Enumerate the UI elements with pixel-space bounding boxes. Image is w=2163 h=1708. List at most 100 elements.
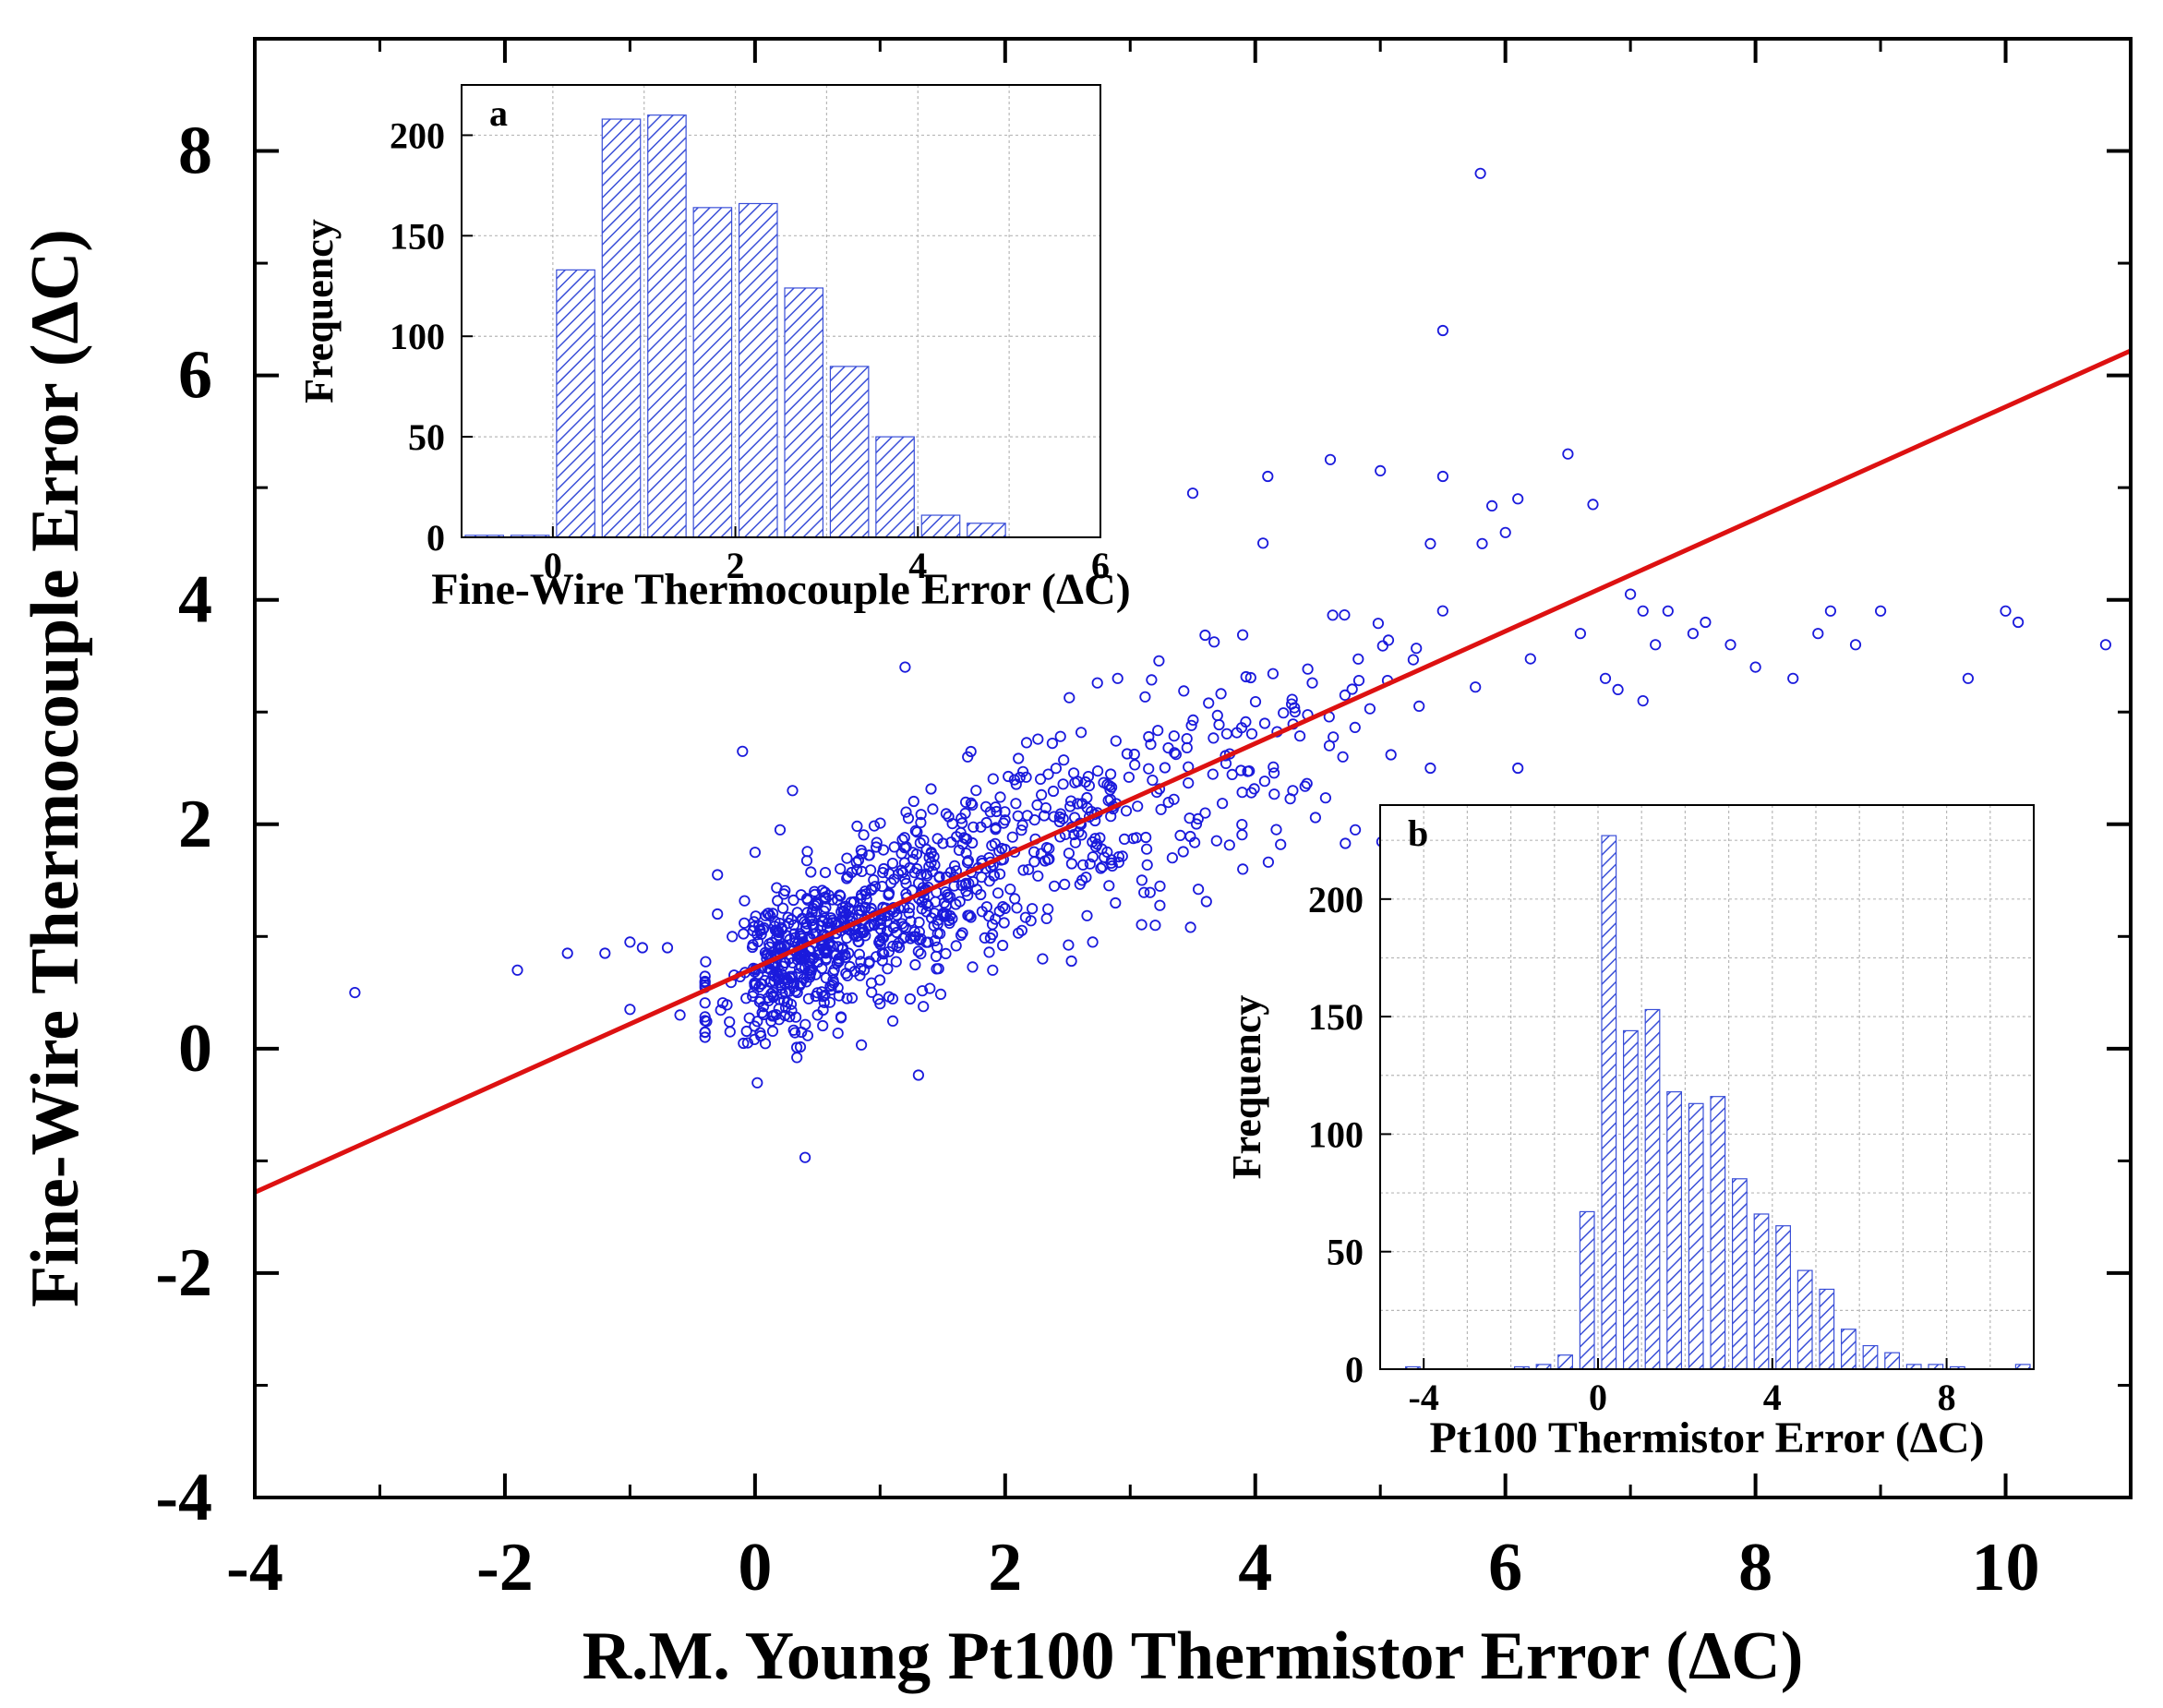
data-point (854, 969, 866, 981)
data-point (1091, 677, 1103, 689)
data-point (1562, 448, 1574, 460)
data-point (1050, 763, 1063, 775)
data-point (1183, 776, 1195, 789)
data-point (953, 844, 966, 857)
data-point (866, 986, 878, 998)
data-point (768, 975, 780, 987)
data-point (1040, 912, 1052, 925)
data-point (909, 958, 921, 971)
data-point (965, 911, 977, 923)
data-point (1039, 810, 1051, 822)
data-point (999, 902, 1011, 915)
data-point (862, 849, 875, 861)
data-point (840, 908, 852, 920)
data-point (975, 821, 987, 833)
data-point (763, 992, 775, 1004)
data-point (1025, 915, 1037, 927)
data-point (955, 879, 967, 892)
data-point (860, 893, 872, 906)
inset-x-tick-label: 4 (908, 545, 927, 586)
data-point (1245, 728, 1258, 740)
data-point (1687, 628, 1700, 640)
data-point (1087, 851, 1099, 863)
data-point (743, 1012, 755, 1024)
data-point (1199, 807, 1211, 819)
data-point (790, 1041, 803, 1053)
data-point (1413, 700, 1425, 713)
inset-x-tick-label: 8 (1938, 1377, 1956, 1418)
data-point (699, 1027, 711, 1039)
data-point (954, 896, 966, 908)
inset-x-tick-label: 2 (727, 545, 745, 586)
data-point (924, 982, 936, 994)
data-point (1141, 859, 1153, 871)
data-point (751, 1077, 763, 1089)
data-point (774, 824, 787, 836)
data-point (904, 992, 917, 1005)
data-point (1372, 618, 1385, 630)
data-point (1099, 851, 1111, 863)
data-point (1217, 798, 1229, 810)
data-point (750, 910, 762, 922)
data-point (1170, 748, 1183, 761)
data-point (802, 992, 815, 1004)
data-point (833, 955, 845, 967)
data-point (1339, 689, 1352, 702)
data-point (835, 1011, 847, 1023)
data-point (1049, 880, 1061, 892)
data-point (1095, 862, 1107, 874)
data-point (1749, 661, 1761, 673)
data-point (1013, 927, 1025, 939)
data-point (624, 1004, 636, 1016)
data-point (931, 941, 943, 953)
data-point (1006, 831, 1018, 843)
data-point (1139, 691, 1151, 703)
data-point (776, 988, 788, 1000)
data-point (915, 816, 927, 829)
data-point (1075, 829, 1088, 841)
scatter-points (349, 167, 2111, 1163)
data-point (925, 783, 937, 795)
data-point (855, 956, 867, 968)
data-point (779, 884, 791, 896)
data-point (800, 855, 813, 867)
data-point (1154, 880, 1166, 892)
data-point (1010, 798, 1022, 810)
histogram-bar (967, 523, 1006, 538)
data-point (1080, 872, 1092, 884)
data-point (811, 987, 823, 999)
data-point (795, 961, 808, 973)
data-point (1112, 672, 1124, 684)
histogram-bar (1710, 1096, 1726, 1370)
data-point (1512, 493, 1524, 505)
inset-bars (1404, 835, 2031, 1370)
data-point (1149, 920, 1161, 932)
data-point (1087, 936, 1099, 948)
data-point (984, 932, 997, 944)
data-point (767, 969, 779, 981)
data-point (934, 988, 947, 1001)
data-point (778, 941, 790, 953)
histogram-bar (1884, 1352, 1901, 1370)
data-point (1210, 835, 1222, 847)
data-point (1047, 785, 1060, 798)
data-point (738, 1037, 750, 1050)
data-point (1037, 953, 1049, 965)
histogram-bar (601, 118, 642, 538)
data-point (932, 963, 944, 975)
data-point (895, 848, 907, 860)
data-point (984, 806, 996, 818)
data-point (1094, 832, 1106, 844)
data-point (1812, 628, 1824, 640)
data-point (853, 904, 866, 917)
data-point (832, 981, 844, 994)
data-point (800, 893, 813, 905)
data-point (1136, 874, 1148, 886)
data-point (1208, 636, 1220, 648)
data-point (1013, 752, 1025, 764)
data-point (1032, 733, 1044, 745)
data-point (1599, 672, 1612, 684)
data-point (960, 848, 972, 860)
data-point (1138, 886, 1150, 898)
data-point (756, 1006, 768, 1019)
